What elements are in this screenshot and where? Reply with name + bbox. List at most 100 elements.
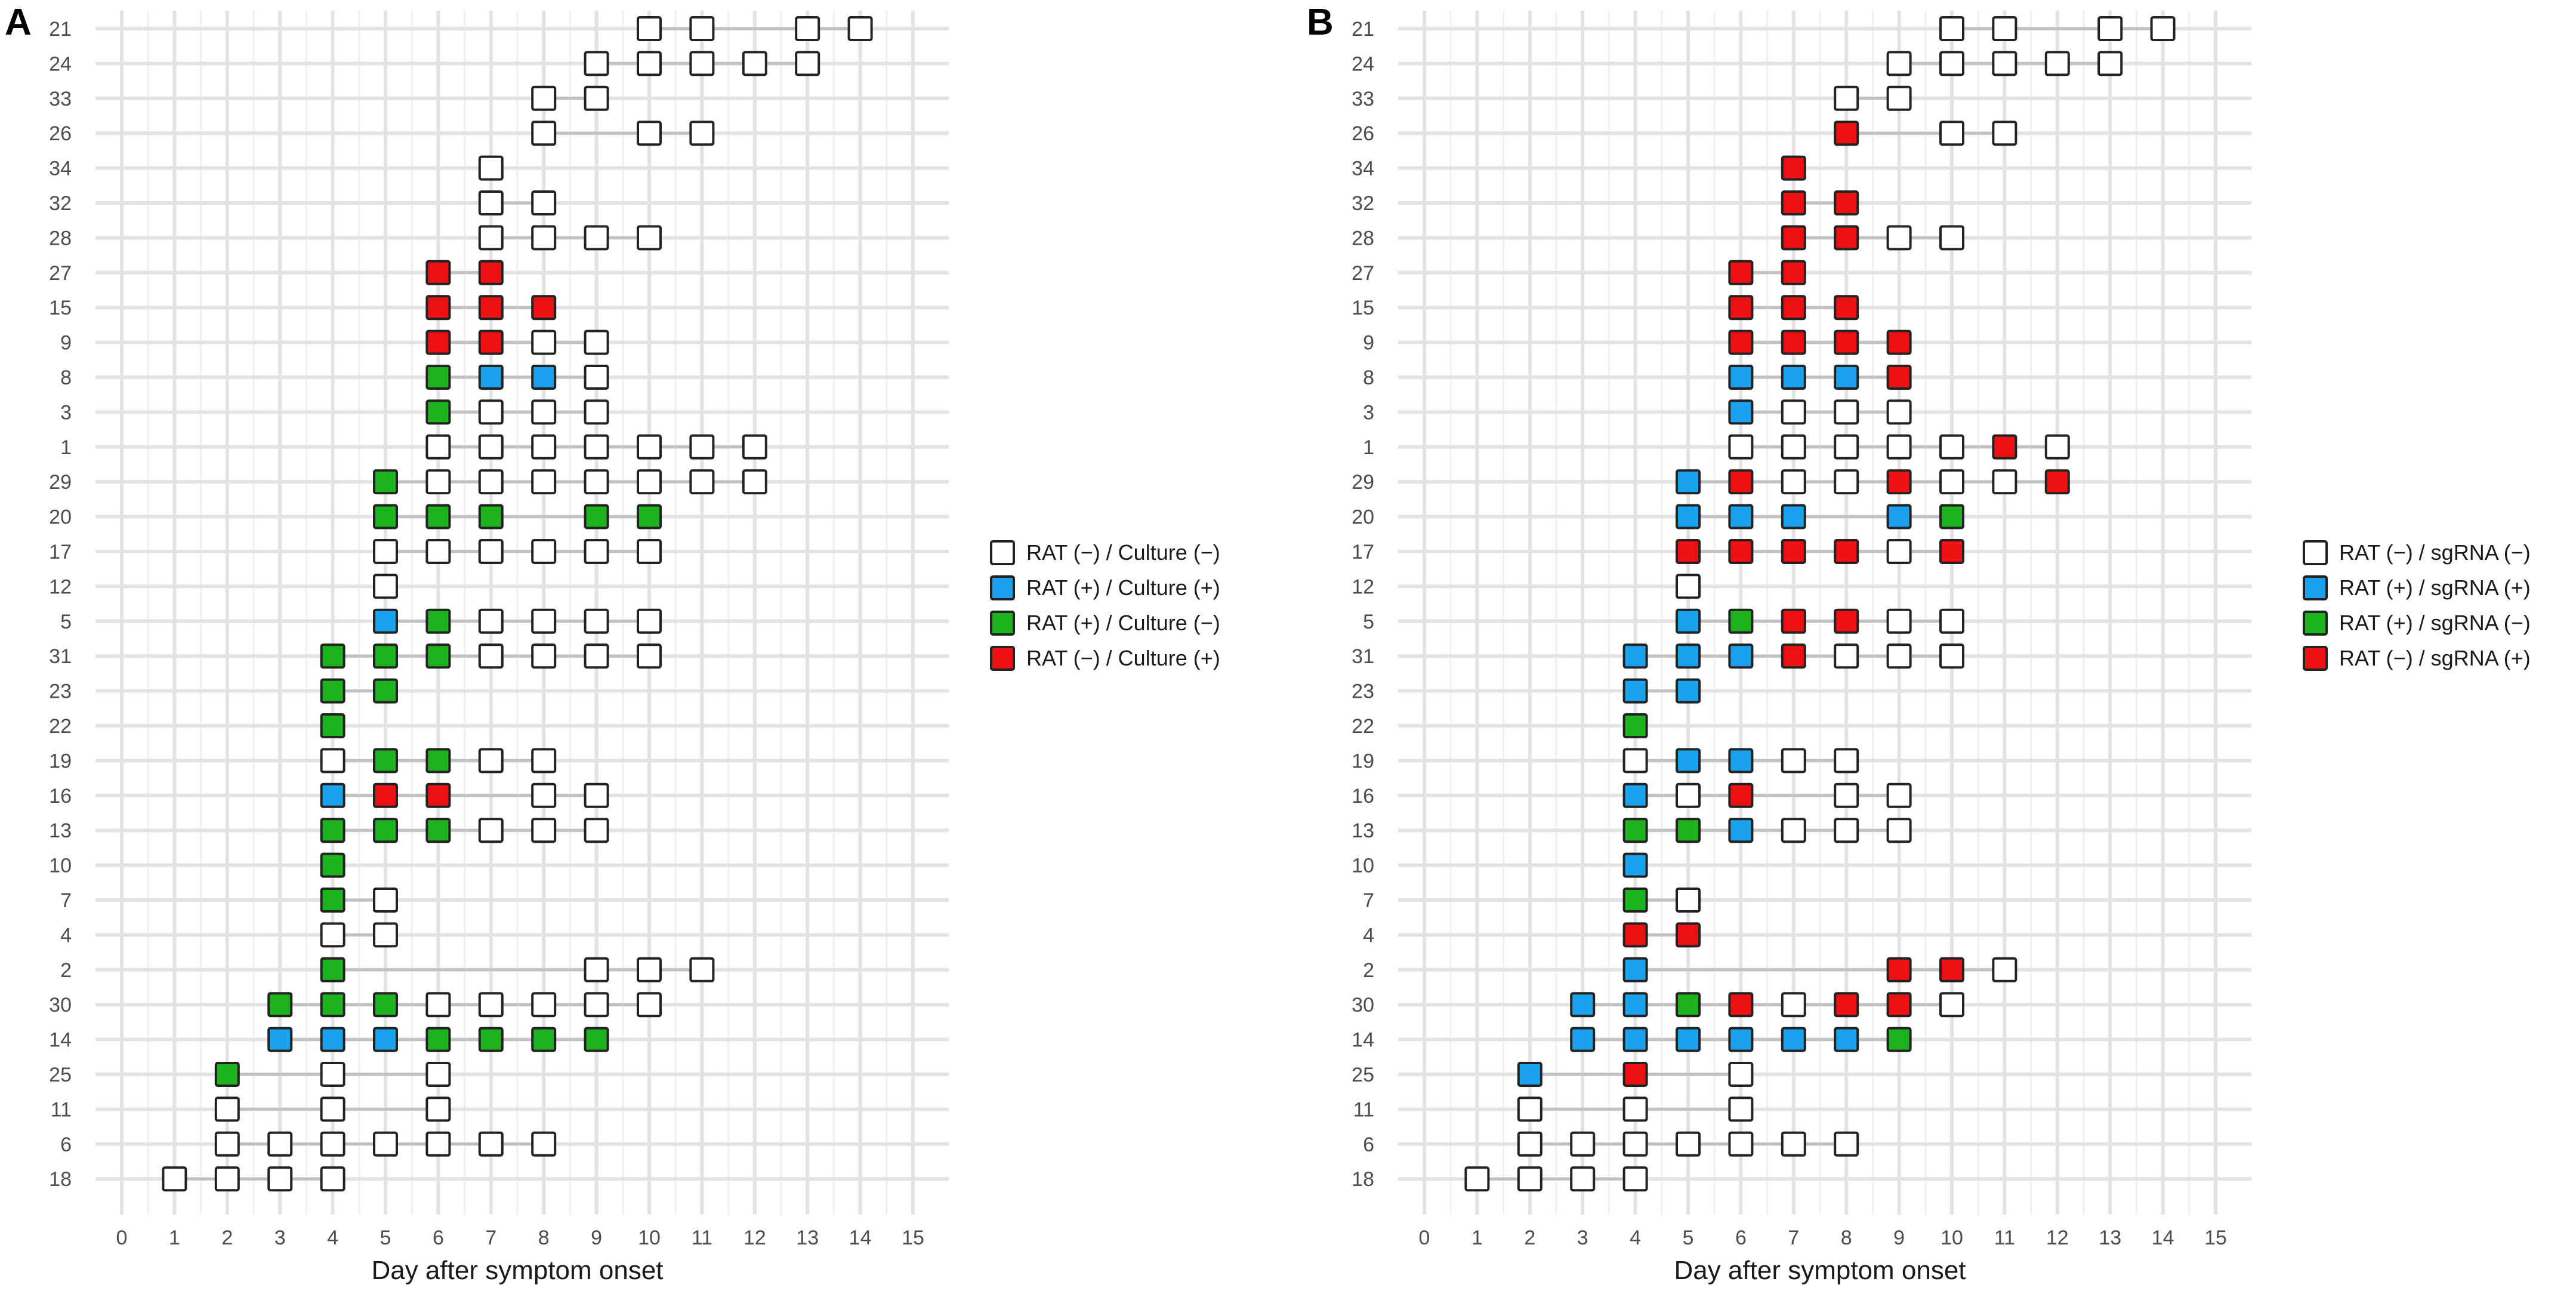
data-point: [584, 504, 609, 529]
data-point: [373, 678, 398, 704]
x-tick-label: 1: [169, 1227, 180, 1249]
y-tick-label: 12: [1352, 575, 1374, 598]
data-point: [320, 748, 345, 774]
data-point: [1781, 992, 1806, 1018]
data-point: [584, 469, 609, 495]
data-point: [1676, 574, 1701, 599]
data-point: [2097, 16, 2123, 41]
data-point: [1939, 469, 1964, 495]
data-point: [478, 329, 504, 355]
data-point: [531, 992, 557, 1018]
x-tick-label: 11: [692, 1227, 712, 1249]
y-tick-label: 16: [1352, 785, 1374, 808]
data-point: [1939, 504, 1964, 529]
data-point: [373, 922, 398, 948]
data-point: [1464, 1166, 1490, 1192]
data-point: [1886, 1027, 1912, 1052]
data-point: [1886, 469, 1912, 495]
data-point: [2150, 16, 2176, 41]
x-tick-label: 13: [796, 1227, 819, 1249]
data-point: [478, 190, 504, 215]
y-tick-label: 6: [60, 1133, 72, 1156]
legend-swatch: [990, 646, 1015, 671]
data-point: [637, 539, 662, 564]
y-tick-label: 27: [1352, 262, 1374, 285]
data-point: [214, 1131, 240, 1157]
y-tick-label: 16: [49, 785, 72, 808]
x-axis-title: Day after symptom onset: [371, 1256, 663, 1285]
data-point: [1728, 818, 1754, 843]
y-tick-label: 17: [1352, 541, 1374, 563]
data-point: [2097, 51, 2123, 76]
y-tick-label: 22: [49, 715, 72, 738]
y-tick-label: 18: [1352, 1168, 1374, 1191]
data-point: [478, 504, 504, 529]
y-tick-label: 2: [60, 959, 72, 982]
data-point: [584, 608, 609, 634]
data-point: [373, 469, 398, 495]
data-point: [267, 992, 293, 1018]
legend-label: RAT (+) / sgRNA (+): [2339, 575, 2531, 600]
data-point: [1834, 434, 1859, 460]
data-point: [584, 85, 609, 111]
data-point: [214, 1062, 240, 1087]
data-point: [1834, 469, 1859, 495]
data-point: [1517, 1131, 1542, 1157]
y-tick-label: 20: [1352, 506, 1374, 529]
data-point: [637, 121, 662, 146]
data-point: [1939, 539, 1964, 564]
data-point: [478, 748, 504, 774]
data-point: [1886, 539, 1912, 564]
y-tick-label: 12: [49, 575, 72, 598]
x-tick-label: 3: [1577, 1227, 1588, 1249]
data-point: [1834, 1131, 1859, 1157]
data-point: [1834, 295, 1859, 321]
data-point: [373, 574, 398, 599]
data-point: [1622, 922, 1648, 948]
data-point: [1676, 1131, 1701, 1157]
x-tick-label: 9: [1893, 1227, 1905, 1249]
data-point: [1834, 992, 1859, 1018]
data-point: [478, 155, 504, 181]
data-point: [1622, 992, 1648, 1018]
data-point: [1886, 51, 1912, 76]
data-point: [1781, 365, 1806, 390]
y-tick-label: 34: [49, 158, 72, 180]
y-tick-label: 8: [60, 366, 72, 389]
data-point: [478, 295, 504, 321]
data-point: [1728, 260, 1754, 285]
data-point: [1676, 1027, 1701, 1052]
data-point: [531, 85, 557, 111]
data-point: [1886, 399, 1912, 425]
y-tick-label: 17: [49, 541, 72, 563]
y-tick-label: 32: [1352, 192, 1374, 215]
data-point: [1834, 643, 1859, 669]
data-point: [1781, 1131, 1806, 1157]
data-point: [214, 1096, 240, 1122]
data-point: [1622, 1096, 1648, 1122]
data-point: [1781, 434, 1806, 460]
data-point: [1781, 818, 1806, 843]
data-point: [1781, 329, 1806, 355]
data-point: [531, 643, 557, 669]
y-tick-label: 33: [1352, 88, 1374, 110]
data-point: [1992, 957, 2017, 982]
data-point: [373, 888, 398, 913]
data-point: [1781, 1027, 1806, 1052]
data-point: [584, 329, 609, 355]
data-point: [584, 399, 609, 425]
data-point: [584, 643, 609, 669]
data-point: [320, 1096, 345, 1122]
data-point: [373, 643, 398, 669]
data-point: [373, 992, 398, 1018]
data-point: [637, 434, 662, 460]
data-point: [1676, 678, 1701, 704]
y-tick-label: 21: [49, 18, 72, 41]
data-point: [1622, 1166, 1648, 1192]
x-tick-label: 2: [221, 1227, 233, 1249]
x-tick-label: 1: [1471, 1227, 1483, 1249]
data-point: [689, 16, 715, 41]
data-point: [1886, 365, 1912, 390]
data-point: [1886, 85, 1912, 111]
y-tick-label: 1: [60, 436, 72, 459]
